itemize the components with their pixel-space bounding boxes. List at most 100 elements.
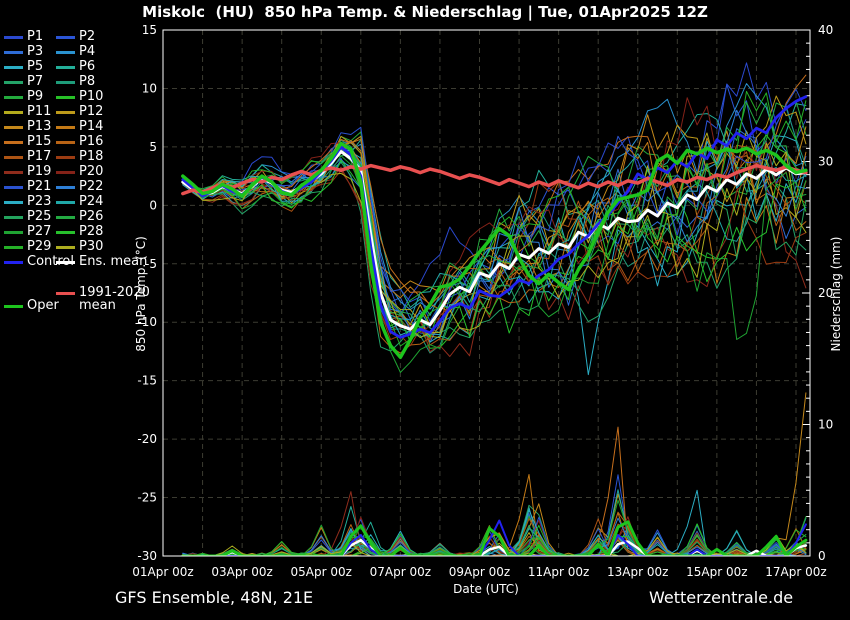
chart-title: Miskolc (HU) 850 hPa Temp. & Niederschla… bbox=[142, 3, 708, 21]
member-precip-line-p5 bbox=[182, 489, 807, 556]
legend-line-swatch bbox=[56, 231, 75, 234]
legend-label: P20 bbox=[79, 164, 104, 179]
legend-label: P23 bbox=[27, 194, 52, 209]
legend-label: Oper bbox=[27, 298, 59, 313]
legend-label: P24 bbox=[79, 194, 104, 209]
legend-label: P18 bbox=[79, 149, 104, 164]
legend-label: P17 bbox=[27, 149, 52, 164]
right-axis-tick-label: 20 bbox=[818, 286, 833, 300]
x-axis-tick-label: 05Apr 00z bbox=[291, 565, 352, 579]
x-axis-tick-label: 01Apr 00z bbox=[132, 565, 193, 579]
control-precip-line bbox=[181, 519, 807, 556]
legend-line-swatch bbox=[56, 246, 75, 249]
legend-line-swatch bbox=[56, 51, 75, 54]
member-precip-line-p29 bbox=[182, 524, 807, 556]
legend-line-swatch bbox=[56, 186, 75, 189]
member-precip-line-p21 bbox=[182, 516, 807, 556]
legend-label: P22 bbox=[79, 179, 104, 194]
x-axis-tick-label: 03Apr 00z bbox=[211, 565, 272, 579]
oper-temp-line bbox=[181, 141, 808, 360]
legend-line-swatch bbox=[56, 96, 75, 99]
legend-label: P8 bbox=[79, 74, 96, 89]
ens-mean-temp-line bbox=[181, 150, 808, 331]
member-precip-line-p28 bbox=[182, 533, 807, 556]
legend-line-swatch bbox=[4, 96, 23, 99]
legend-line-swatch bbox=[56, 81, 75, 84]
legend-line-swatch bbox=[4, 66, 23, 69]
x-axis-title: Date (UTC) bbox=[453, 582, 519, 596]
right-axis-title: Niederschlag (mm) bbox=[829, 236, 843, 352]
left-axis-tick-label: -5 bbox=[145, 257, 157, 271]
left-axis-title: 850 hPa Temp. (°C) bbox=[134, 236, 148, 352]
right-axis-tick-label: 10 bbox=[818, 418, 833, 432]
member-temp-line-p28 bbox=[182, 159, 807, 343]
member-temp-line-p17 bbox=[182, 144, 807, 346]
plot-frame bbox=[162, 29, 811, 557]
legend-label: P30 bbox=[79, 239, 104, 254]
x-axis-tick-label: 09Apr 00z bbox=[449, 565, 510, 579]
legend-line-swatch bbox=[4, 305, 23, 308]
legend-line-swatch bbox=[4, 51, 23, 54]
legend-label: P13 bbox=[27, 119, 52, 134]
legend-label: P7 bbox=[27, 74, 44, 89]
legend-line-swatch bbox=[4, 141, 23, 144]
oper-precip-line bbox=[181, 520, 808, 556]
left-axis-tick-label: -10 bbox=[137, 315, 157, 329]
member-precip-line-p10 bbox=[182, 523, 807, 556]
legend-label: P11 bbox=[27, 104, 52, 119]
legend-label: P14 bbox=[79, 119, 104, 134]
member-precip-line-p26 bbox=[182, 533, 807, 556]
legend-line-swatch bbox=[56, 216, 75, 219]
legend-label: Ens. mean bbox=[79, 254, 148, 269]
x-axis-tick-label: 13Apr 00z bbox=[607, 565, 668, 579]
member-temp-line-p10 bbox=[182, 134, 807, 349]
legend-line-swatch bbox=[56, 141, 75, 144]
legend-label: P19 bbox=[27, 164, 52, 179]
x-axis-tick-label: 07Apr 00z bbox=[370, 565, 431, 579]
left-axis-tick-label: -15 bbox=[137, 374, 157, 388]
model-info-text: GFS Ensemble, 48N, 21E bbox=[115, 588, 314, 607]
left-axis-tick-label: -20 bbox=[137, 432, 157, 446]
x-axis-tick-label: 15Apr 00z bbox=[686, 565, 747, 579]
right-axis-tick-label: 40 bbox=[818, 23, 833, 37]
legend-label: mean bbox=[79, 298, 116, 313]
legend-line-swatch bbox=[56, 171, 75, 174]
legend-line-swatch bbox=[4, 171, 23, 174]
legend-label: P21 bbox=[27, 179, 52, 194]
member-temp-line-p29 bbox=[182, 90, 807, 347]
left-axis-tick-label: 15 bbox=[142, 23, 157, 37]
member-precip-line-p16 bbox=[182, 511, 807, 556]
legend-line-swatch bbox=[4, 111, 23, 114]
legend-label: P3 bbox=[27, 44, 44, 59]
legend-line-swatch bbox=[4, 36, 23, 39]
legend-line-swatch bbox=[4, 246, 23, 249]
brand-text: Wetterzentrale.de bbox=[649, 588, 794, 607]
legend-line-swatch bbox=[56, 201, 75, 204]
member-temp-line-p20 bbox=[182, 97, 807, 334]
legend-label: P27 bbox=[27, 224, 52, 239]
member-temp-line-p27 bbox=[182, 155, 807, 373]
legend-line-swatch bbox=[4, 261, 23, 264]
legend-line-swatch bbox=[4, 81, 23, 84]
legend-line-swatch bbox=[4, 231, 23, 234]
legend-label: Control bbox=[27, 254, 74, 269]
legend-label: P28 bbox=[79, 224, 104, 239]
legend-line-swatch bbox=[56, 111, 75, 114]
legend-label: P6 bbox=[79, 59, 96, 74]
legend-line-swatch bbox=[56, 36, 75, 39]
legend-line-swatch bbox=[56, 292, 75, 295]
right-axis-tick-label: 0 bbox=[818, 549, 826, 563]
legend-label: P2 bbox=[79, 29, 96, 44]
legend-line-swatch bbox=[56, 66, 75, 69]
legend-label: P26 bbox=[79, 209, 104, 224]
legend-line-swatch bbox=[56, 261, 75, 264]
legend-line-swatch bbox=[4, 186, 23, 189]
legend-label: P5 bbox=[27, 59, 44, 74]
member-temp-line-p16 bbox=[182, 143, 807, 354]
member-temp-line-p21 bbox=[182, 88, 807, 322]
legend-label: P9 bbox=[27, 89, 44, 104]
member-precip-line-p4 bbox=[182, 526, 807, 556]
legend-line-swatch bbox=[4, 201, 23, 204]
